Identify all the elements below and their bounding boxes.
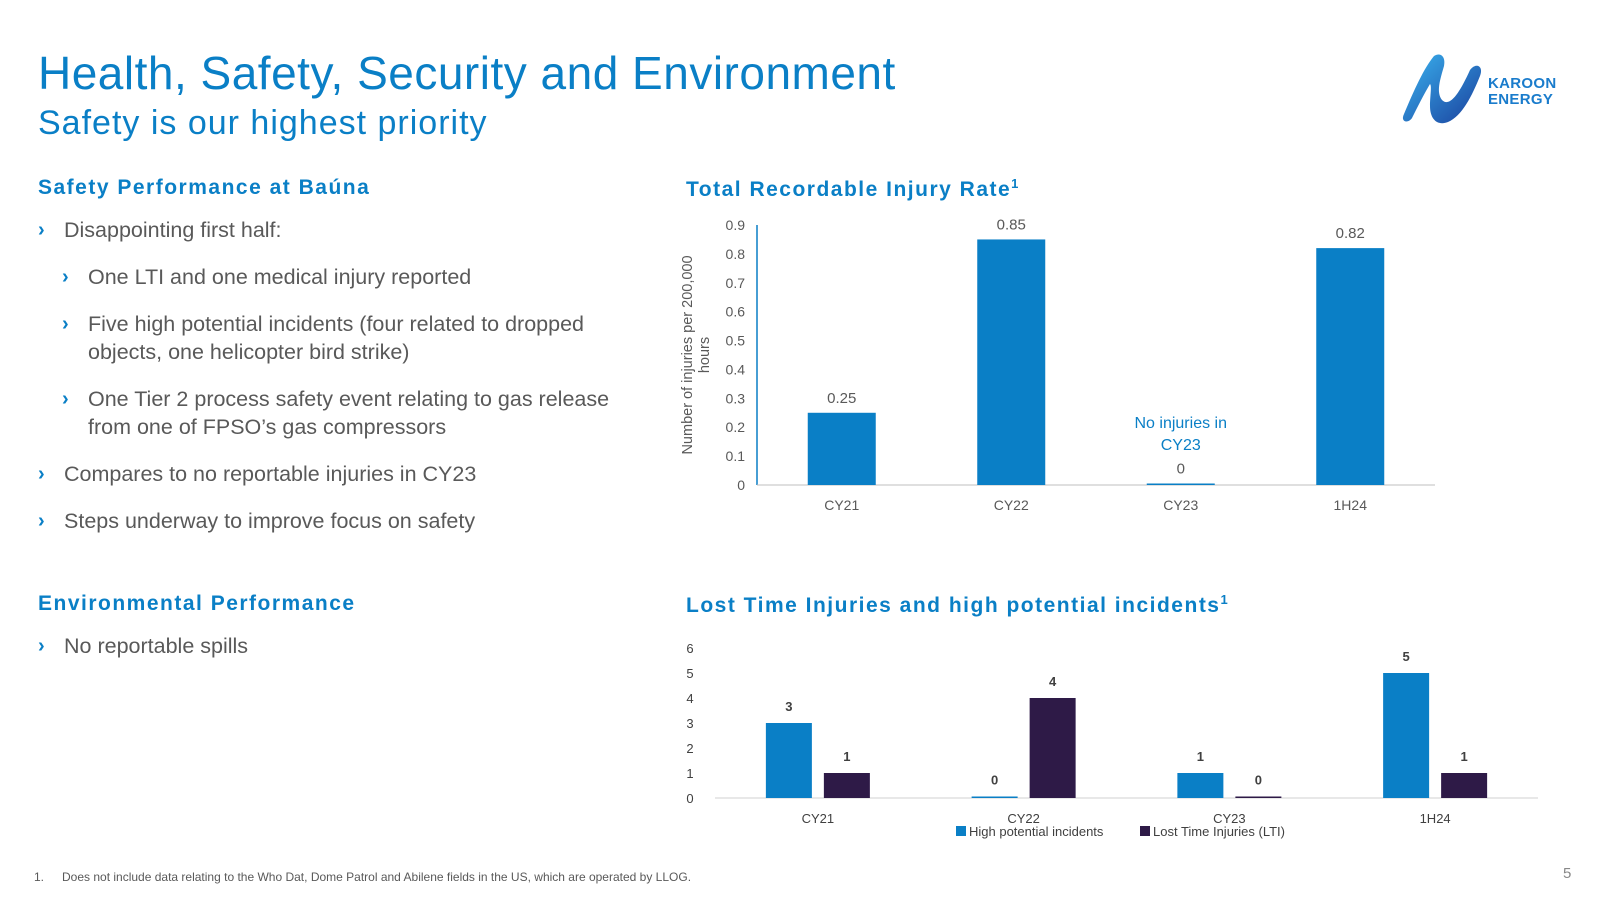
bar-1h24-series-0 bbox=[1383, 673, 1430, 798]
data-label: 0.82 bbox=[1336, 225, 1365, 242]
bullet-item: › No reportable spills bbox=[38, 632, 248, 660]
page-title: Health, Safety, Security and Environment bbox=[38, 47, 896, 99]
bar-1h24 bbox=[1316, 248, 1385, 485]
data-label: 0.85 bbox=[997, 216, 1026, 233]
data-label: 3 bbox=[785, 699, 792, 714]
data-label: 0.25 bbox=[827, 390, 856, 407]
data-label: 1 bbox=[1197, 749, 1204, 764]
no-injuries-annotation: No injuries in CY23 bbox=[1135, 415, 1227, 454]
bullet-item: › One Tier 2 process safety event relatin… bbox=[38, 385, 628, 441]
chevron-right-icon: › bbox=[38, 635, 45, 657]
bullet-text: No reportable spills bbox=[64, 634, 249, 658]
y-tick-label: 6 bbox=[686, 641, 693, 656]
environmental-performance-heading: Environmental Performance bbox=[38, 592, 356, 615]
x-tick-label: CY21 bbox=[802, 811, 835, 826]
page-subtitle: Safety is our highest priority bbox=[38, 104, 488, 142]
bullet-item: › One LTI and one medical injury reported bbox=[38, 263, 648, 291]
chevron-right-icon: › bbox=[38, 463, 45, 485]
bullet-text: Compares to no reportable injuries in CY… bbox=[64, 462, 477, 486]
bar-cy23-series-1 bbox=[1235, 796, 1282, 798]
legend-label: High potential incidents bbox=[969, 824, 1104, 839]
legend-label: Lost Time Injuries (LTI) bbox=[1153, 824, 1285, 839]
x-tick-label: CY22 bbox=[994, 497, 1029, 513]
chevron-right-icon: › bbox=[38, 219, 45, 241]
trir-title-footnote-marker: 1 bbox=[1011, 176, 1020, 191]
x-tick-label: CY23 bbox=[1163, 497, 1198, 513]
bullet-text: Disappointing first half: bbox=[64, 218, 282, 242]
logo-line-1: KAROON bbox=[1488, 75, 1557, 92]
legend-swatch bbox=[956, 826, 966, 836]
y-tick-label: 5 bbox=[686, 666, 693, 681]
x-tick-label: 1H24 bbox=[1420, 811, 1451, 826]
data-label: 0 bbox=[1177, 461, 1185, 478]
x-tick-label: CY21 bbox=[824, 497, 859, 513]
bar-cy23-series-0 bbox=[1177, 773, 1224, 798]
karoon-logo-icon bbox=[1402, 54, 1482, 124]
y-tick-label: 1 bbox=[686, 766, 693, 781]
logo-text: KAROON ENERGY bbox=[1488, 76, 1556, 108]
y-tick-label: 0.6 bbox=[726, 304, 746, 320]
bar-cy22-series-1 bbox=[1029, 698, 1076, 798]
lti-title-text: Lost Time Injuries and high potential in… bbox=[686, 594, 1221, 617]
y-tick-label: 0.9 bbox=[726, 217, 746, 233]
footnote-number: 1. bbox=[34, 870, 45, 884]
y-tick-label: 0.4 bbox=[726, 361, 746, 377]
bullet-text: Five high potential incidents (four rela… bbox=[88, 312, 585, 364]
y-tick-label: 0.5 bbox=[726, 333, 746, 349]
y-tick-label: 0 bbox=[686, 791, 693, 806]
y-tick-label: 0.8 bbox=[726, 246, 746, 262]
chevron-right-icon: › bbox=[62, 388, 69, 410]
bar-1h24-series-1 bbox=[1441, 773, 1488, 798]
environment-bullet-list: › No reportable spills bbox=[38, 632, 248, 660]
bullet-item: › Disappointing first half: bbox=[38, 216, 648, 244]
lti-chart-title: Lost Time Injuries and high potential in… bbox=[686, 592, 1229, 618]
x-tick-label: 1H24 bbox=[1334, 497, 1368, 513]
y-tick-label: 2 bbox=[686, 741, 693, 756]
bar-cy21 bbox=[807, 412, 876, 485]
bar-cy23 bbox=[1146, 483, 1215, 485]
y-tick-label: 0.1 bbox=[726, 448, 746, 464]
lti-title-footnote-marker: 1 bbox=[1220, 592, 1230, 607]
chevron-right-icon: › bbox=[62, 313, 69, 335]
trir-title-text: Total Recordable Injury Rate bbox=[686, 178, 1012, 201]
data-label: 5 bbox=[1403, 649, 1410, 664]
footnote-text: Does not include data relating to the Wh… bbox=[62, 870, 692, 884]
chevron-right-icon: › bbox=[38, 510, 45, 532]
legend-swatch bbox=[1140, 826, 1150, 836]
y-tick-label: 0.7 bbox=[726, 275, 746, 291]
bullet-text: One LTI and one medical injury reported bbox=[88, 265, 472, 289]
safety-performance-heading: Safety Performance at Baúna bbox=[38, 176, 371, 199]
x-tick-label: CY22 bbox=[1007, 811, 1040, 826]
footnote: 1. Does not include data relating to the … bbox=[34, 870, 691, 884]
bar-cy21-series-0 bbox=[765, 723, 812, 798]
y-tick-label: 3 bbox=[686, 716, 693, 731]
bullet-item: › Five high potential incidents (four rel… bbox=[38, 310, 648, 366]
data-label: 0 bbox=[991, 773, 998, 788]
safety-bullet-list: › Disappointing first half: › One LTI and … bbox=[38, 216, 648, 535]
data-label: 1 bbox=[1461, 749, 1468, 764]
bullet-text: One Tier 2 process safety event relating… bbox=[88, 387, 610, 439]
bullet-item: › Steps underway to improve focus on safe… bbox=[38, 507, 648, 535]
y-tick-label: 0 bbox=[737, 477, 745, 493]
bullet-text: Steps underway to improve focus on safet… bbox=[64, 509, 476, 533]
bullet-item: › Compares to no reportable injuries in C… bbox=[38, 460, 648, 488]
trir-bar-chart: 0 0.1 0.2 0.3 0.4 0.5 0.6 0.7 0.8 0.9 0.25 CY21 0.85… bbox=[680, 216, 1435, 513]
trir-chart-title: Total Recordable Injury Rate1 bbox=[686, 176, 1020, 202]
bar-cy21-series-1 bbox=[823, 773, 870, 798]
data-label: 1 bbox=[843, 749, 850, 764]
page-number: 5 bbox=[1563, 865, 1572, 882]
logo-line-2: ENERGY bbox=[1488, 91, 1554, 108]
y-tick-label: 0.2 bbox=[726, 419, 746, 435]
x-tick-label: CY23 bbox=[1213, 811, 1246, 826]
y-tick-label: 4 bbox=[686, 691, 693, 706]
chevron-right-icon: › bbox=[62, 266, 69, 288]
data-label: 4 bbox=[1049, 674, 1057, 689]
bar-cy22 bbox=[977, 239, 1046, 485]
bar-cy22-series-0 bbox=[971, 796, 1018, 798]
y-tick-label: 0.3 bbox=[726, 390, 746, 406]
data-label: 0 bbox=[1255, 773, 1262, 788]
lti-grouped-bar-chart: 0 1 2 3 4 5 6 3 1 CY21 0 4 CY22 1 0 CY23 5 1 1H24 High pote… bbox=[686, 641, 1538, 839]
karoon-energy-logo: KAROON ENERGY bbox=[1400, 50, 1570, 130]
y-axis-label: Number of injuries per 200,000hours bbox=[680, 255, 713, 454]
